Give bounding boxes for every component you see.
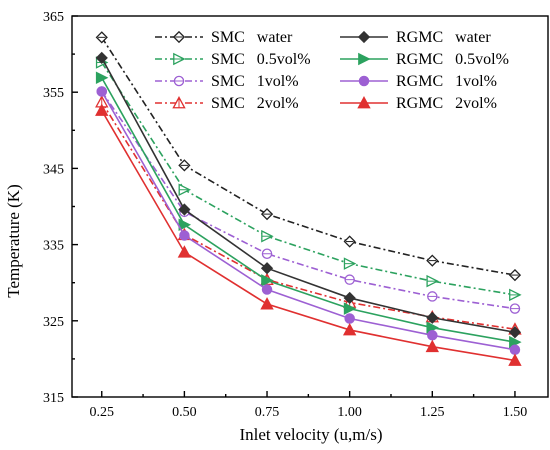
data-point [508,353,522,366]
y-axis-label: Temperature (K) [4,184,23,298]
series-line [101,91,516,351]
legend-item: RGMC 0.5vol% [340,51,509,68]
legend-item: SMC 1vol% [155,73,299,90]
data-point [425,339,439,353]
legend-item: RGMC 2vol% [340,95,497,112]
legend-marker [358,52,371,66]
legend: SMC water SMC 0.5vol% SMC 1vol% SMC 2vol% RG… [155,29,509,112]
x-tick-label: 1.50 [503,405,528,420]
legend-item: RGMC 1vol% [340,73,497,90]
data-point [261,284,273,295]
legend-label: SMC 0.5vol% [211,51,311,68]
data-point [179,230,190,241]
data-point [177,245,192,258]
x-tick-label: 0.25 [90,405,115,420]
legend-item: RGMC water [340,29,491,46]
data-point [508,326,522,339]
data-point [261,274,274,287]
legend-label: RGMC 2vol% [396,95,497,112]
data-point [427,330,438,341]
legend-label: SMC 2vol% [211,95,299,112]
data-point [95,71,109,84]
series-group [95,31,522,366]
legend-marker [358,75,370,87]
legend-label: SMC 1vol% [211,73,299,90]
legend-label: SMC water [211,29,293,46]
series-line [101,77,516,343]
series-line [101,90,516,310]
data-point [342,322,357,336]
y-tick-label: 355 [43,86,64,101]
x-tick-label: 0.75 [255,405,280,420]
x-tick-label: 1.25 [420,405,445,420]
series-3 [95,95,522,335]
x-tick-label: 0.50 [172,405,197,420]
series-6 [96,86,521,356]
legend-label: RGMC water [396,29,491,46]
data-point [178,218,192,232]
series-line [101,57,516,334]
y-tick-label: 315 [43,391,64,406]
data-point [343,291,356,305]
series-0 [95,31,522,282]
legend-item: SMC 2vol% [155,95,299,112]
y-tick-label: 365 [43,10,64,25]
x-tick-label: 1.00 [337,405,362,420]
series-1 [95,56,522,302]
data-point [343,302,357,315]
data-point [260,297,274,310]
legend-label: RGMC 1vol% [396,73,497,90]
legend-item: SMC 0.5vol% [155,51,311,68]
data-point [344,313,355,324]
series-line [101,36,516,276]
x-axis-label: Inlet velocity (u,m/s) [239,425,382,444]
legend-marker [357,30,371,44]
data-point [260,262,274,275]
data-point [96,86,108,97]
axis-ticks: 0.25 0.50 0.75 1.00 1.25 1.50 315 325 335 345 355 3… [43,10,527,420]
data-point [178,203,191,216]
legend-marker [357,96,371,109]
data-point [426,311,439,324]
data-point [95,103,109,116]
series-line [101,110,516,362]
y-tick-label: 325 [43,315,64,330]
series-2 [96,86,521,314]
data-point [95,51,108,65]
data-point [509,344,521,356]
series-line [101,62,516,296]
series-7 [95,103,522,366]
legend-item: SMC water [155,29,293,46]
legend-label: RGMC 0.5vol% [396,51,509,68]
y-tick-label: 345 [43,162,64,177]
series-4 [95,51,522,339]
y-tick-label: 335 [43,239,64,254]
